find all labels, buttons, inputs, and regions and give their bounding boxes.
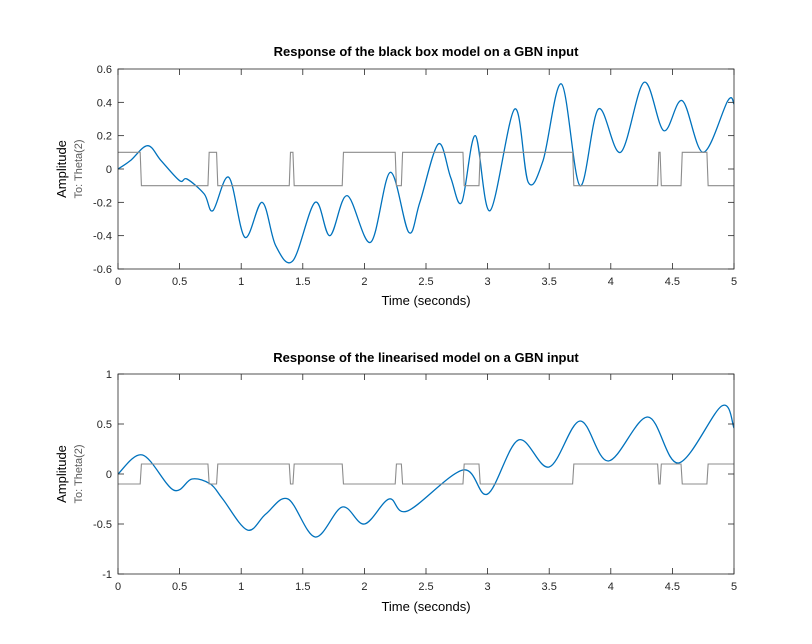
x-tick-label: 3	[485, 581, 491, 593]
x-tick-label: 0	[115, 581, 121, 593]
gbn-input-line	[118, 463, 734, 485]
x-tick-label: 4.5	[665, 276, 680, 288]
y-tick-label: -0.2	[93, 197, 112, 209]
x-tick-label: 3.5	[542, 581, 557, 593]
chart-linearised-model: Response of the linearised model on a GB…	[54, 350, 737, 614]
x-tick-label: 3	[485, 276, 491, 288]
y-tick-label: -0.5	[93, 519, 112, 531]
x-tick-label: 4	[608, 276, 614, 288]
x-tick-label: 1	[238, 276, 244, 288]
x-tick-label: 5	[731, 276, 737, 288]
response-line	[118, 81, 734, 264]
chart-black-box-model: Response of the black box model on a GBN…	[54, 44, 737, 308]
y-axis-label: Amplitude	[54, 445, 69, 503]
x-tick-label: 2.5	[418, 276, 433, 288]
x-tick-label: 2	[361, 276, 367, 288]
x-tick-label: 2.5	[418, 581, 433, 593]
x-tick-label: 0.5	[172, 276, 187, 288]
y-tick-label: -0.6	[93, 264, 112, 276]
y-tick-label: 0	[106, 469, 112, 481]
y-tick-label: -0.4	[93, 231, 112, 243]
x-tick-label: 1	[238, 581, 244, 593]
x-tick-label: 4.5	[665, 581, 680, 593]
x-tick-label: 2	[361, 581, 367, 593]
y-axis-sublabel: To: Theta(2)	[73, 139, 85, 198]
y-tick-label: 1	[106, 369, 112, 381]
y-tick-label: -1	[102, 569, 112, 581]
x-tick-label: 4	[608, 581, 614, 593]
y-axis-sublabel: To: Theta(2)	[73, 444, 85, 503]
y-tick-label: 0	[106, 164, 112, 176]
x-tick-label: 5	[731, 581, 737, 593]
x-tick-label: 0.5	[172, 581, 187, 593]
y-tick-label: 0.6	[97, 64, 112, 76]
chart-title: Response of the black box model on a GBN…	[274, 44, 579, 59]
x-tick-label: 0	[115, 276, 121, 288]
y-tick-label: 0.5	[97, 419, 112, 431]
x-axis-label: Time (seconds)	[381, 599, 470, 614]
chart-title: Response of the linearised model on a GB…	[273, 350, 579, 365]
x-tick-label: 1.5	[295, 276, 310, 288]
y-tick-label: 0.4	[97, 97, 112, 109]
x-axis-label: Time (seconds)	[381, 293, 470, 308]
x-tick-label: 3.5	[542, 276, 557, 288]
x-tick-label: 1.5	[295, 581, 310, 593]
y-axis-label: Amplitude	[54, 140, 69, 198]
gbn-input-line	[118, 151, 734, 187]
y-tick-label: 0.2	[97, 131, 112, 143]
